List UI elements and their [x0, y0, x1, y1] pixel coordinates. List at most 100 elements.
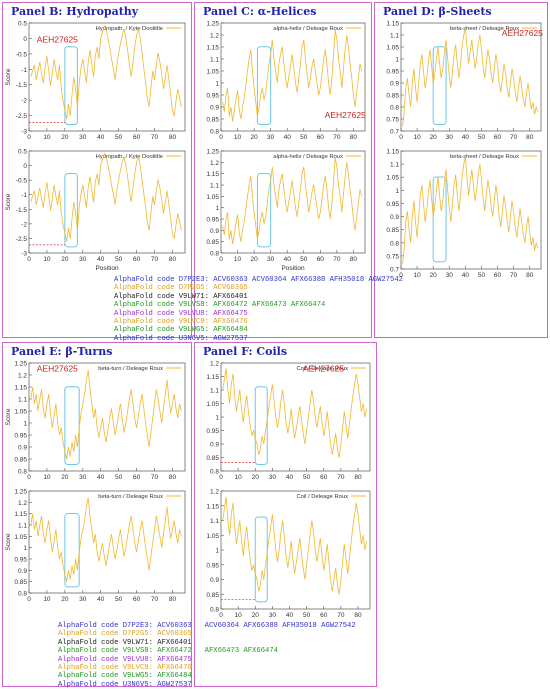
y-tick-label: 1 — [395, 188, 399, 195]
y-tick-label: 1.05 — [206, 533, 219, 540]
alphafold-code-ids: AGW27537 — [213, 334, 248, 343]
y-tick-label: 0.85 — [206, 239, 219, 246]
x-tick-label: 0 — [219, 612, 223, 619]
alphafold-code-line: AlphaFold code U3N6V5: AGW27537 — [58, 681, 356, 689]
y-tick-label: 1 — [215, 81, 219, 88]
x-tick-label: 60 — [133, 256, 141, 263]
panel-title: Panel C: α-Helices — [203, 5, 317, 18]
x-tick-label: 80 — [354, 474, 362, 481]
y-tick-label: 0.75 — [386, 253, 399, 260]
alphafold-code-line: AlphaFold code V9LW71: AFX66401 — [58, 639, 356, 647]
y-tick-label: 1.1 — [390, 33, 399, 40]
y-tick-label: 1.15 — [386, 149, 399, 156]
y-tick-label: 1.05 — [206, 69, 219, 76]
y-tick-label: 0.95 — [386, 201, 399, 208]
chart-e-bottom: 1.25 1.2 1.15 1.1 1.05 1 0.95 0.9 0.85 0.80 10 20 30… — [5, 489, 186, 603]
plot-frame — [28, 362, 186, 472]
series-line — [30, 370, 182, 460]
panel-title: Panel B: Hydropathy — [11, 5, 139, 18]
panel-title: Panel E: β-Turns — [11, 345, 113, 358]
y-tick-label: 1.05 — [14, 409, 27, 416]
x-tick-label: 30 — [446, 272, 454, 279]
y-tick-label: 0.9 — [390, 81, 399, 88]
x-tick-label: 80 — [169, 596, 177, 603]
legend-label: beta-sheet / Deleage Roux — [450, 26, 519, 32]
panel-f: Panel F: Coils 1.2 1.15 1.1 1.05 1 0.95 0.9 0.8… — [194, 342, 377, 687]
chart-c-top: 1.25 1.2 1.15 1.1 1.05 1 0.95 0.9 0.85 0.80 10 20 30… — [206, 21, 366, 142]
alphafold-code-line: AlphaFold code V9LW71: AFX66401 — [114, 293, 403, 301]
y-tick-label: 1.1 — [390, 162, 399, 169]
x-axis-label: Position — [95, 265, 119, 272]
x-tick-label: 20 — [430, 272, 438, 279]
plot-frame — [220, 150, 366, 254]
x-tick-label: 10 — [413, 134, 421, 141]
y-tick-label: 0.95 — [386, 69, 399, 76]
alphafold-code-ids: AFX66476 — [157, 664, 192, 673]
y-tick-label: -2 — [21, 98, 27, 105]
x-tick-label: 20 — [61, 596, 69, 603]
x-tick-label: 80 — [169, 474, 177, 481]
y-axis-label: Score — [5, 408, 12, 425]
series-line — [30, 25, 182, 120]
x-tick-label: 70 — [151, 474, 159, 481]
y-tick-label: 0.5 — [18, 21, 27, 28]
x-axis-label: Position — [281, 265, 305, 272]
y-tick-label: 0.5 — [18, 149, 27, 156]
x-tick-label: 0 — [27, 474, 31, 481]
highlight-box — [64, 46, 78, 126]
x-tick-label: 70 — [151, 596, 159, 603]
x-tick-label: 10 — [43, 256, 51, 263]
x-tick-label: 0 — [219, 134, 223, 141]
chart-b-bottom: 0.50-0.5-1-1.5-2-2.5-30 10 20 30 40 50 60 70 80P… — [5, 149, 186, 272]
x-tick-label: 0 — [27, 256, 31, 263]
alphafold-code-label: AlphaFold code V9LVC9: — [114, 318, 214, 327]
y-tick-label: 0.85 — [386, 93, 399, 100]
x-tick-label: 10 — [234, 256, 242, 263]
x-tick-label: 60 — [320, 612, 328, 619]
x-tick-label: 70 — [510, 134, 518, 141]
alphafold-code-label: AlphaFold code D7P2G5: — [114, 284, 214, 293]
accession-stamp: AEH27625 — [325, 110, 366, 120]
alphafold-code-line: AlphaFold code D7P2E3: ACV60363 ACV60364… — [58, 622, 356, 630]
chart-f-bottom: 1.2 1.15 1.1 1.05 1 0.95 0.9 0.85 0.80 10 20 30 40 50… — [206, 489, 371, 619]
y-tick-label: 1.15 — [386, 21, 399, 28]
x-tick-label: 50 — [478, 272, 486, 279]
legend-label: beta-turn / Deleage Roux — [98, 366, 163, 372]
x-tick-label: 10 — [43, 474, 51, 481]
x-tick-label: 0 — [399, 272, 403, 279]
alphafold-code-ids: AFX66475 — [213, 309, 248, 318]
x-tick-label: 40 — [97, 474, 105, 481]
y-tick-label: 1.15 — [206, 171, 219, 178]
chart-e-top: 1.25 1.2 1.15 1.1 1.05 1 0.95 0.9 0.85 0.80 10 20 30… — [5, 361, 186, 481]
x-tick-label: 30 — [446, 134, 454, 141]
highlight-box — [432, 176, 447, 263]
x-tick-label: 40 — [286, 474, 294, 481]
alphafold-code-label: AlphaFold code D7P2G5: — [58, 630, 158, 639]
legend-label: alpha-helix / Deleage Roux — [273, 154, 343, 160]
y-tick-label: 1.25 — [14, 361, 27, 368]
x-tick-label: 60 — [133, 596, 141, 603]
alphafold-code-line: AlphaFold code D7P2G5: ACV60365 — [114, 284, 403, 292]
y-tick-label: -1.5 — [16, 207, 28, 214]
alphafold-code-ids: ACV60365 — [213, 284, 248, 293]
series-line — [402, 27, 539, 127]
plot-frame — [220, 362, 371, 472]
legend-label: Coil / Deleage Roux — [296, 366, 348, 372]
y-tick-label: 0.9 — [210, 442, 219, 449]
y-tick-label: 1 — [215, 205, 219, 212]
panel-b: Panel B: Hydropathy 0.5 0 -0.5 -1 -1.5 -2 -2.5… — [2, 2, 192, 338]
y-axis-label: Score — [5, 533, 12, 550]
y-tick-label: 0.9 — [390, 214, 399, 221]
y-tick-label: 1.05 — [14, 534, 27, 541]
y-tick-label: 1.1 — [210, 388, 219, 395]
highlight-box — [64, 172, 78, 248]
y-tick-label: 1.2 — [210, 489, 219, 496]
y-tick-label: 1.2 — [18, 500, 27, 507]
alphafold-code-label: AlphaFold code D7P2E3: — [114, 276, 214, 284]
x-tick-label: 50 — [115, 256, 123, 263]
y-tick-label: 0.7 — [390, 267, 399, 274]
y-tick-label: 1.2 — [210, 33, 219, 40]
y-axis-label: Score — [5, 193, 12, 210]
x-tick-label: 50 — [303, 612, 311, 619]
alphafold-code-line: AlphaFold code V9LVU8: AFX66475 — [114, 310, 403, 318]
